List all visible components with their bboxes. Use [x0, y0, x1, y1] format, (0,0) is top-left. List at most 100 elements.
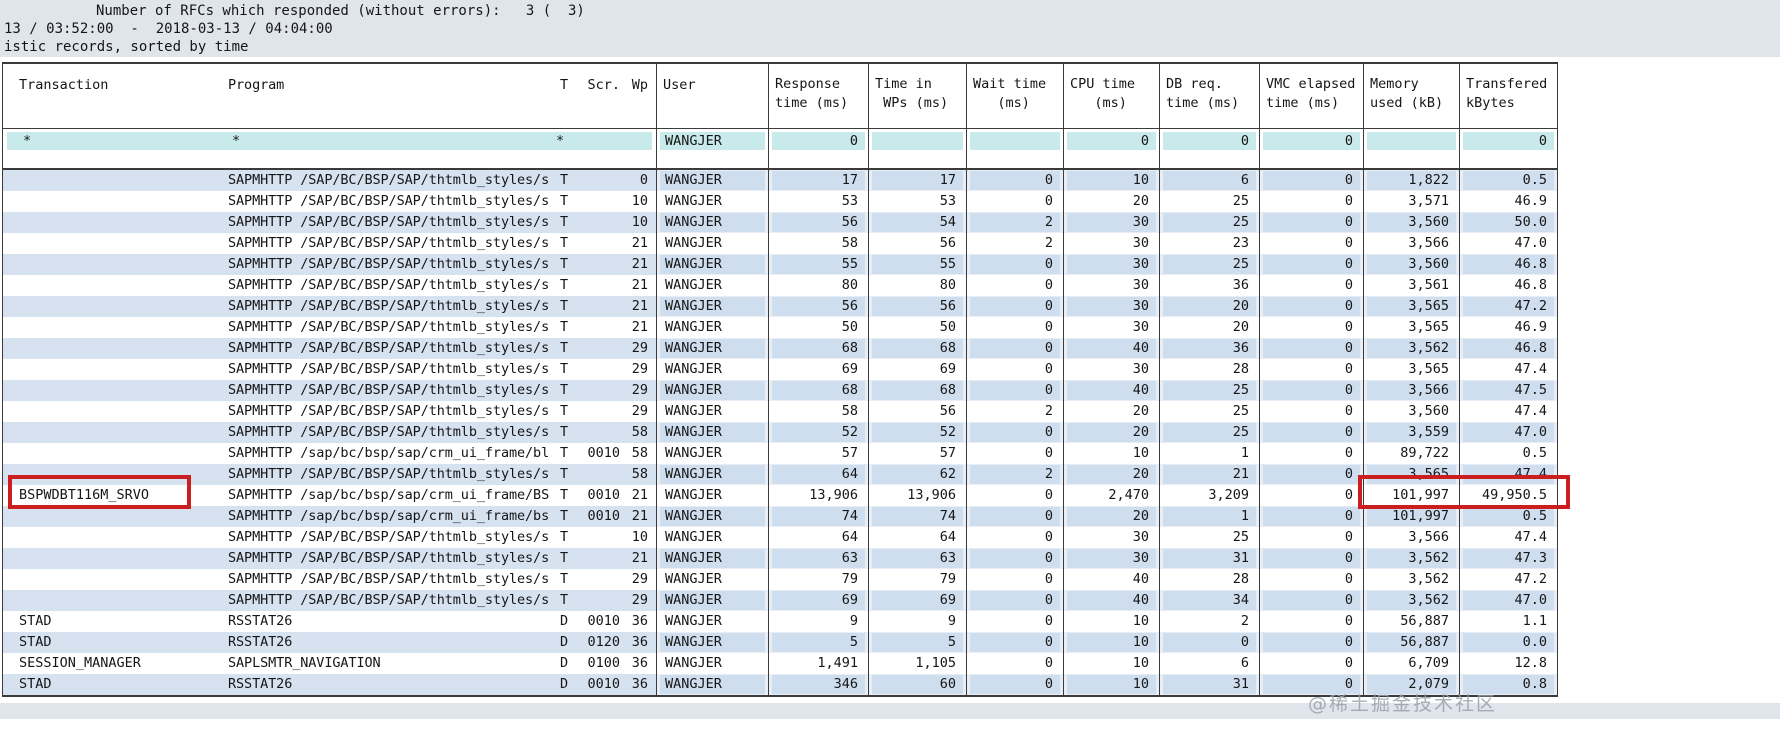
table-row[interactable]: SAPMHTTP /SAP/BC/BSP/SAP/thtmlb_styles/s… [3, 380, 1557, 401]
cell-screen [574, 359, 620, 380]
metric-value: 47.0 [1514, 235, 1547, 251]
cell-screen [574, 527, 620, 548]
table-row[interactable]: SAPMHTTP /SAP/BC/BSP/SAP/thtmlb_styles/s… [3, 296, 1557, 317]
user-cell: WANGJER [665, 361, 722, 377]
cell-work-process: 10 [631, 529, 648, 545]
filter-row[interactable]: * * * WANGJER 0 0 0 0 0 [3, 129, 1557, 153]
metric-value: 79 [841, 571, 858, 587]
metric-value: 0 [1263, 591, 1360, 610]
table-row[interactable]: SAPMHTTP /SAP/BC/BSP/SAP/thtmlb_styles/s… [3, 275, 1557, 296]
cell-screen [574, 296, 620, 317]
metric-value: 3,565 [1367, 465, 1456, 484]
cell-program: SAPMHTTP /SAP/BC/BSP/SAP/thtmlb_styles/s [228, 277, 550, 293]
cell-task-type: D [560, 655, 569, 671]
metric-value: 1,491 [817, 655, 858, 671]
table-row[interactable]: SAPMHTTP /SAP/BC/BSP/SAP/thtmlb_styles/s… [3, 338, 1557, 359]
metric-value: 10 [1132, 445, 1149, 461]
cell-program: SAPMHTTP /SAP/BC/BSP/SAP/thtmlb_styles/s [228, 424, 550, 440]
cell-screen: 0100 [587, 655, 620, 671]
metric-value: 58 [841, 235, 858, 251]
user-cell: WANGJER [660, 381, 765, 400]
table-row[interactable]: SAPMHTTP /SAP/BC/BSP/SAP/thtmlb_styles/s… [3, 527, 1557, 548]
metric-value: 20 [1067, 507, 1156, 526]
cell-work-process: 21 [631, 277, 648, 293]
table-row[interactable]: BSPWDBT116M_SRVO SAPMHTTP /sap/bc/bsp/sap… [3, 485, 1557, 506]
table-row[interactable]: SAPMHTTP /SAP/BC/BSP/SAP/thtmlb_styles/s… [3, 191, 1557, 212]
cell-work-process: 10 [631, 214, 648, 230]
metric-value: 68 [772, 381, 865, 400]
table-row[interactable]: SAPMHTTP /SAP/BC/BSP/SAP/thtmlb_styles/s… [3, 464, 1557, 485]
metric-value: 3,562 [1367, 591, 1456, 610]
table-row[interactable]: SAPMHTTP /SAP/BC/BSP/SAP/thtmlb_styles/s… [3, 170, 1557, 191]
metric-value: 0 [1263, 507, 1360, 526]
cell-screen [574, 191, 620, 212]
table-row[interactable]: SAPMHTTP /SAP/BC/BSP/SAP/thtmlb_styles/s… [3, 254, 1557, 275]
table-row[interactable]: SAPMHTTP /SAP/BC/BSP/SAP/thtmlb_styles/s… [3, 317, 1557, 338]
metric-value: 1,105 [915, 655, 956, 671]
table-row[interactable]: SAPMHTTP /SAP/BC/BSP/SAP/thtmlb_styles/s… [3, 422, 1557, 443]
metric-value: 56,887 [1400, 613, 1449, 629]
cell-work-process: 10 [631, 193, 648, 209]
metric-value: 25 [1163, 423, 1256, 442]
metric-value: 25 [1163, 381, 1256, 400]
cell-program: RSSTAT26 [228, 676, 293, 692]
metric-value: 3,560 [1367, 255, 1456, 274]
table-row[interactable]: SAPMHTTP /SAP/BC/BSP/SAP/thtmlb_styles/s… [3, 359, 1557, 380]
table-row[interactable]: STAD RSSTAT26 D 0120 36 WANGJER 5 5 0 10 0 0 56,887 0… [3, 632, 1557, 653]
statistics-table: Transaction Program T Scr. Wp User Response tim… [2, 62, 1570, 697]
col-header-user: User [656, 64, 768, 128]
metric-value: 0 [970, 591, 1060, 610]
metric-value: 23 [1232, 235, 1249, 251]
metric-value [970, 132, 1060, 150]
spacer-row [3, 153, 1557, 168]
table-row[interactable]: SAPMHTTP /SAP/BC/BSP/SAP/thtmlb_styles/s… [3, 233, 1557, 254]
user-cell: WANGJER [660, 591, 765, 610]
metric-value: 0 [1263, 423, 1360, 442]
user-cell: WANGJER [660, 465, 765, 484]
cell-transaction [3, 548, 218, 569]
table-row[interactable]: SAPMHTTP /sap/bc/bsp/sap/crm_ui_frame/bs… [3, 506, 1557, 527]
user-cell: WANGJER [665, 277, 722, 293]
table-row[interactable]: SAPMHTTP /SAP/BC/BSP/SAP/thtmlb_styles/s… [3, 401, 1557, 422]
table-row[interactable]: SAPMHTTP /sap/bc/bsp/sap/crm_ui_frame/bl… [3, 443, 1557, 464]
metric-value: 0 [1044, 193, 1053, 209]
table-row[interactable]: STAD RSSTAT26 D 0010 36 WANGJER 9 9 0 10 2 0 56,887 1… [3, 611, 1557, 632]
metric-value: 56,887 [1367, 633, 1456, 652]
table-row[interactable]: SAPMHTTP /SAP/BC/BSP/SAP/thtmlb_styles/s… [3, 569, 1557, 590]
cell-program: SAPMHTTP /SAP/BC/BSP/SAP/thtmlb_styles/s [228, 571, 550, 587]
cell-screen [574, 254, 620, 275]
metric-value: 20 [1163, 297, 1256, 316]
cell-transaction: STAD [19, 634, 52, 650]
cell-task-type: T [560, 277, 569, 293]
cell-work-process: 21 [631, 487, 648, 503]
filter-screen [570, 132, 616, 150]
cell-task-type: T [560, 319, 569, 335]
metric-value: 10 [1067, 171, 1156, 190]
cell-transaction [3, 380, 218, 401]
metric-value: 12.8 [1514, 655, 1547, 671]
cell-task-type: T [560, 256, 569, 272]
cell-transaction: SESSION_MANAGER [19, 655, 141, 671]
metric-value: 74 [872, 507, 963, 526]
cell-program: SAPMHTTP /sap/bc/bsp/sap/crm_ui_frame/BS [228, 487, 550, 503]
table-row[interactable]: SAPMHTTP /SAP/BC/BSP/SAP/thtmlb_styles/s… [3, 590, 1557, 611]
metric-value: 1.1 [1522, 613, 1547, 629]
filter-task-type: * [556, 133, 565, 149]
cell-work-process: 21 [631, 298, 648, 314]
table-row[interactable]: SAPMHTTP /SAP/BC/BSP/SAP/thtmlb_styles/s… [3, 212, 1557, 233]
metric-value: 2 [970, 465, 1060, 484]
cell-work-process: 36 [631, 676, 648, 692]
cell-task-type: T [560, 424, 569, 440]
table-row[interactable]: STAD RSSTAT26 D 0010 36 WANGJER 346 60 0 10 31 0 2,0… [3, 674, 1557, 695]
metric-value: 47.4 [1514, 403, 1547, 419]
cell-work-process: 0 [639, 172, 648, 188]
table-row[interactable]: SAPMHTTP /SAP/BC/BSP/SAP/thtmlb_styles/s… [3, 548, 1557, 569]
table-row[interactable]: SESSION_MANAGER SAPLSMTR_NAVIGATION D 0100 3… [3, 653, 1557, 674]
cell-screen: 0010 [587, 445, 620, 461]
metric-value: 3,566 [1367, 381, 1456, 400]
cell-screen [574, 548, 620, 569]
metric-value: 2 [1044, 235, 1053, 251]
col-header-program: Program [228, 77, 285, 93]
metric-value: 20 [1132, 403, 1149, 419]
watermark: @稀土掘金技术社区 [1308, 693, 1498, 715]
